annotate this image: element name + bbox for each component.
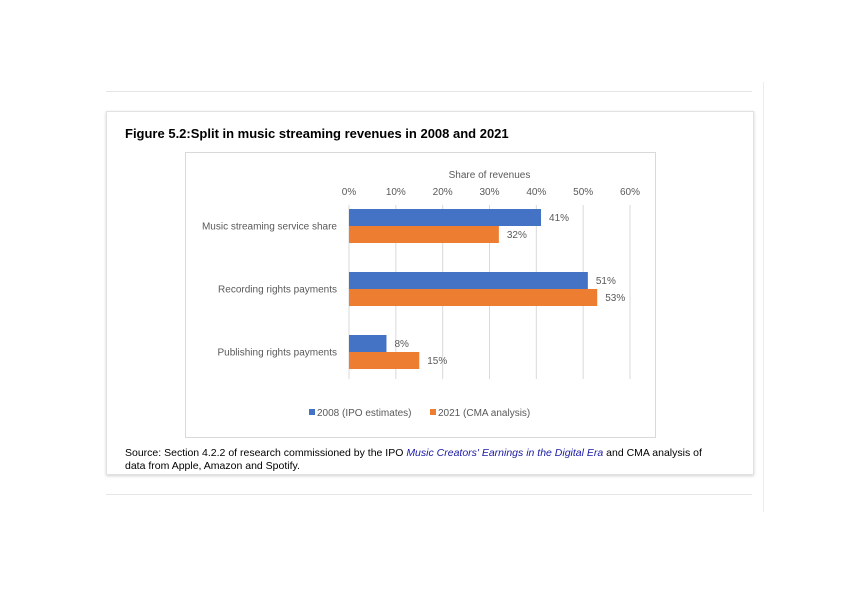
data-label: 41% — [549, 213, 569, 224]
x-tick-label: 20% — [433, 187, 453, 198]
category-label: Publishing rights payments — [217, 348, 337, 359]
bar — [349, 272, 588, 289]
bar — [349, 335, 387, 352]
x-tick-label: 10% — [386, 187, 406, 198]
page-rule-top — [106, 91, 752, 92]
source-link[interactable]: Music Creators' Earnings in the Digital … — [406, 447, 604, 459]
x-tick-label: 60% — [620, 187, 640, 198]
x-tick-label: 40% — [526, 187, 546, 198]
page-rule-bottom — [106, 494, 752, 495]
bar — [349, 352, 420, 369]
page-edge-line — [763, 82, 764, 512]
bar — [349, 289, 598, 306]
bar — [349, 226, 499, 243]
x-tick-label: 0% — [342, 187, 357, 198]
data-label: 15% — [427, 356, 447, 367]
source-suffix: and CMA analysis of data from Apple, Ama… — [125, 447, 702, 472]
data-label: 51% — [596, 276, 616, 287]
data-label: 32% — [507, 230, 527, 241]
source-note: Source: Section 4.2.2 of research commis… — [125, 447, 725, 473]
bar — [349, 209, 542, 226]
data-label: 8% — [394, 339, 409, 350]
figure-title: Figure 5.2:Split in music streaming reve… — [125, 126, 509, 141]
figure-card: Figure 5.2:Split in music streaming reve… — [106, 111, 754, 475]
chart-area: Share of revenues 0% 10% 20% 30% 40% 50% 60% Mus… — [185, 152, 656, 438]
category-label: Recording rights payments — [218, 285, 337, 296]
data-label: 53% — [605, 293, 625, 304]
legend-label: 2021 (CMA analysis) — [438, 408, 530, 419]
x-tick-label: 30% — [479, 187, 499, 198]
category-label: Music streaming service share — [202, 222, 337, 233]
legend-swatch — [309, 409, 315, 415]
source-prefix: Source: Section 4.2.2 of research commis… — [125, 447, 407, 459]
x-tick-label: 50% — [573, 187, 593, 198]
legend-label: 2008 (IPO estimates) — [317, 408, 411, 419]
legend-swatch — [430, 409, 436, 415]
x-axis-title: Share of revenues — [449, 170, 531, 181]
bar-chart: Share of revenues 0% 10% 20% 30% 40% 50% 60% Mus… — [202, 170, 640, 419]
